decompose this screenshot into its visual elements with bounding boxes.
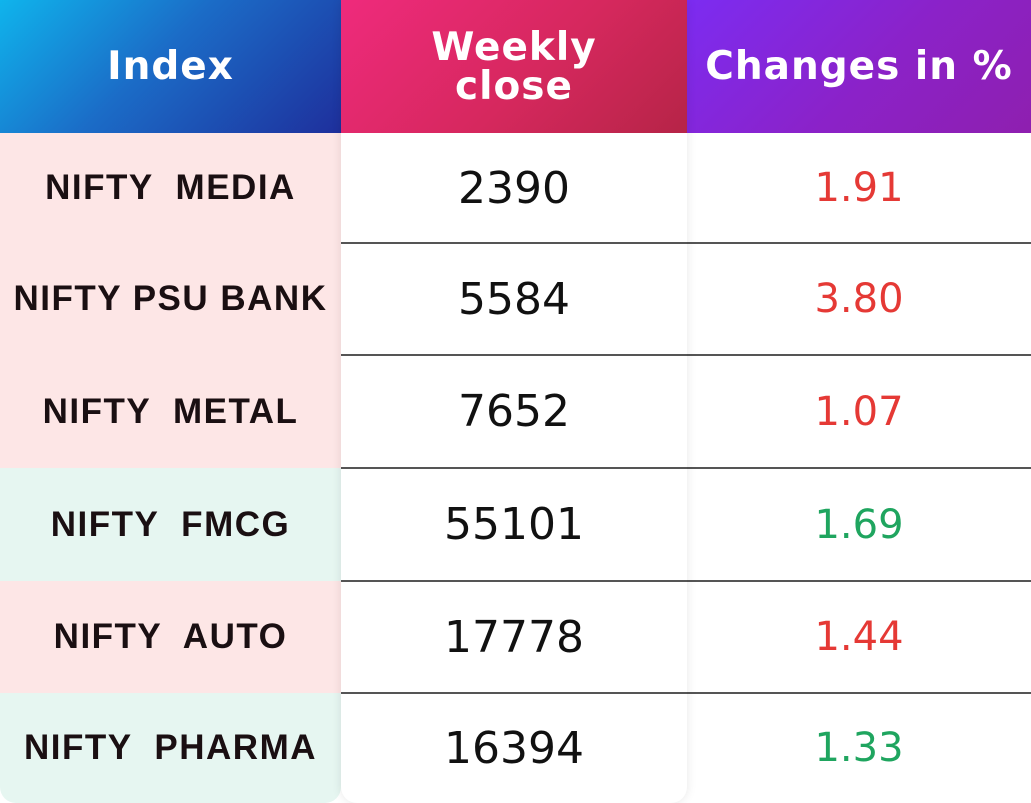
change-value: 1.33 (814, 725, 904, 771)
header-changes: Changes in % (687, 0, 1031, 133)
weekly-close-value: 55101 (444, 499, 584, 550)
index-name: NIFTY AUTO (53, 617, 288, 656)
weekly-close-cell: 16394 (341, 693, 687, 803)
index-cell: NIFTY MEDIA (0, 133, 341, 243)
changes-column: Changes in % 1.91 3.80 1.07 1.69 1.44 1.… (687, 0, 1031, 803)
row-divider (341, 467, 687, 469)
weekly-close-value: 16394 (444, 722, 584, 774)
index-cell: NIFTY METAL (0, 355, 341, 468)
weekly-close-cell: 2390 (341, 133, 687, 243)
index-name: NIFTY METAL (42, 391, 299, 431)
weekly-close-value: 7652 (458, 386, 570, 437)
header-index: Index (0, 0, 341, 133)
index-cell: NIFTY FMCG (0, 468, 341, 581)
weekly-close-value: 2390 (458, 162, 570, 214)
weekly-close-value: 5584 (458, 273, 570, 325)
row-divider (341, 692, 687, 694)
change-cell: 1.69 (687, 468, 1031, 581)
header-index-label: Index (107, 44, 234, 89)
index-cell: NIFTY PSU BANK (0, 243, 341, 355)
index-name: NIFTY PHARMA (23, 728, 318, 767)
change-value: 1.07 (814, 388, 904, 435)
weekly-close-cell: 55101 (341, 468, 687, 581)
header-weekly-close: Weekly close (341, 0, 687, 133)
change-cell: 1.91 (687, 133, 1031, 243)
header-changes-label: Changes in % (705, 44, 1013, 89)
change-value: 1.91 (814, 165, 904, 211)
weekly-close-cell: 17778 (341, 581, 687, 693)
weekly-close-cell: 7652 (341, 355, 687, 468)
index-name: NIFTY FMCG (50, 504, 291, 544)
row-divider (687, 242, 1031, 244)
index-column: Index NIFTY MEDIA NIFTY PSU BANK NIFTY M… (0, 0, 341, 803)
index-name: NIFTY MEDIA (45, 168, 296, 207)
index-name: NIFTY PSU BANK (13, 279, 328, 318)
change-value: 1.69 (814, 501, 904, 548)
row-divider (341, 580, 687, 582)
row-divider (687, 467, 1031, 469)
change-cell: 3.80 (687, 243, 1031, 355)
row-divider (687, 354, 1031, 356)
row-divider (687, 580, 1031, 582)
index-cell: NIFTY PHARMA (0, 693, 341, 803)
row-divider (341, 354, 687, 356)
weekly-close-cell: 5584 (341, 243, 687, 355)
weekly-close-column: Weekly close 2390 5584 7652 55101 17778 … (341, 0, 687, 803)
change-value: 1.44 (814, 614, 904, 660)
header-weekly-close-label: Weekly close (431, 24, 597, 109)
row-divider (687, 692, 1031, 694)
index-cell: NIFTY AUTO (0, 581, 341, 693)
weekly-close-value: 17778 (444, 611, 584, 663)
change-value: 3.80 (814, 276, 904, 322)
change-cell: 1.07 (687, 355, 1031, 468)
row-divider (341, 242, 687, 244)
change-cell: 1.33 (687, 693, 1031, 803)
change-cell: 1.44 (687, 581, 1031, 693)
